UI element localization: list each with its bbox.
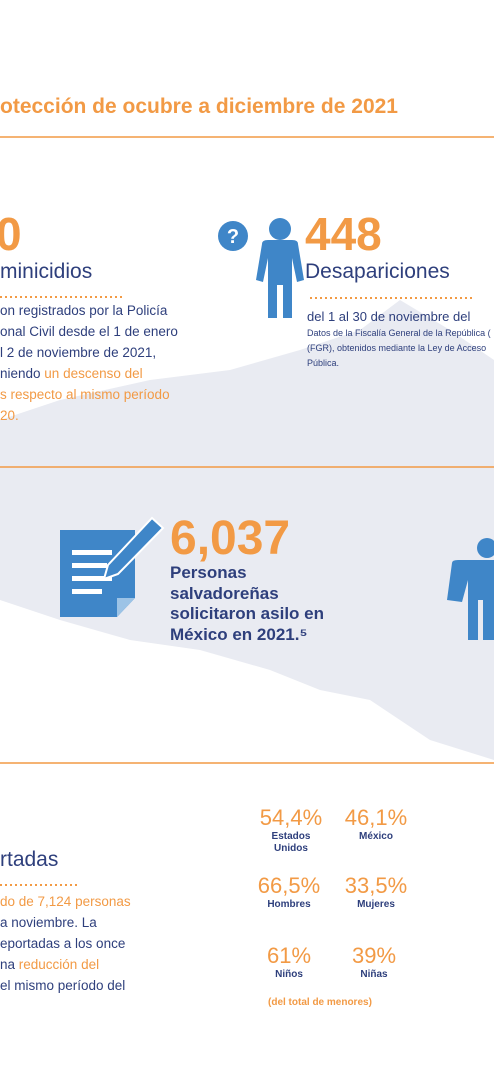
text: el mismo período del: [0, 978, 126, 993]
text-line: on registrados por la Policía: [0, 303, 178, 324]
stat-caption: México: [359, 831, 393, 842]
stat-value: 39%: [351, 943, 397, 968]
text-line: do de 7,124 personas: [0, 894, 131, 915]
stats-note: (del total de menores): [268, 997, 372, 1008]
big-number: 448: [305, 208, 382, 260]
stat-value: 54,4%: [259, 805, 323, 830]
stat-caption: Hombres: [267, 899, 311, 910]
source-note: (FGR), obtenidos mediante la Ley de Acce…: [307, 343, 487, 353]
text: eportadas a los once: [0, 936, 126, 951]
stat-label: rtadas: [0, 848, 59, 871]
source-note: Pública.: [307, 358, 340, 368]
highlight-text: do de 7,124 personas: [0, 894, 131, 909]
asylum-text: México en 2021.⁵: [170, 624, 308, 644]
svg-text:?: ?: [227, 226, 239, 248]
text-line: el mismo período del: [0, 978, 131, 999]
text: l 2 de noviembre de 2021,: [0, 345, 157, 360]
stat-value: 66,5%: [257, 873, 321, 898]
stat: 66,5% Hombres: [244, 873, 334, 911]
highlight-text: reducción del: [18, 957, 100, 972]
stat: 39% Niñas: [329, 943, 419, 981]
stat-value: 61%: [266, 943, 312, 968]
stat: 46,1% México: [331, 805, 421, 843]
asylum-text: solicitaron asilo en: [170, 604, 324, 623]
question-icon: ?: [218, 221, 248, 251]
highlight-text: 20.: [0, 408, 19, 423]
text-line: eportadas a los once: [0, 936, 131, 957]
paragraph: on registrados por la Policía onal Civil …: [0, 303, 178, 429]
stat-caption: Mujeres: [357, 899, 395, 910]
stat-caption: Niños: [275, 969, 303, 980]
text-line: l 2 de noviembre de 2021,: [0, 345, 178, 366]
map-silhouette: [0, 300, 494, 760]
stat: 61% Niños: [244, 943, 334, 981]
text-line: na reducción del: [0, 957, 131, 978]
stat-label: Desapariciones: [305, 260, 450, 283]
highlight-text: s respecto al mismo período: [0, 387, 170, 402]
text-line: niendo un descenso del: [0, 366, 178, 387]
section-title: otección de ocubre a diciembre de 2021: [0, 95, 398, 118]
text: a noviembre. La: [0, 915, 97, 930]
text-line: s respecto al mismo período: [0, 387, 178, 408]
highlight-text: un descenso del: [44, 366, 143, 381]
text: on registrados por la Policía: [0, 303, 168, 318]
text: onal Civil desde el 1 de enero: [0, 324, 178, 339]
stat-label: minicidios: [0, 260, 93, 283]
stat-caption: Niñas: [360, 969, 388, 980]
stat-value: 33,5%: [344, 873, 408, 898]
document-icon: [60, 516, 165, 617]
paragraph: do de 7,124 personas a noviembre. La eport…: [0, 894, 131, 999]
stat-value: 46,1%: [344, 805, 408, 830]
stat: 54,4% Estados Unidos: [246, 805, 336, 855]
stat: 33,5% Mujeres: [331, 873, 421, 911]
text: na: [0, 957, 19, 972]
asylum-text: salvadoreñas: [170, 583, 279, 603]
stat-caption: Estados Unidos: [271, 831, 311, 854]
text-line: a noviembre. La: [0, 915, 131, 936]
person-icon: [447, 538, 494, 640]
source-note: Datos de la Fiscalía General de la Repúb…: [307, 328, 491, 338]
big-number: 6,037: [170, 512, 291, 565]
text-line: onal Civil desde el 1 de enero: [0, 324, 178, 345]
period: del 1 al 30 de noviembre del: [307, 309, 471, 324]
text: niendo: [0, 366, 45, 381]
text-line: 20.: [0, 408, 178, 429]
asylum-text: Personas: [170, 563, 247, 582]
big-number: 0: [0, 208, 22, 260]
person-icon: [256, 218, 304, 318]
